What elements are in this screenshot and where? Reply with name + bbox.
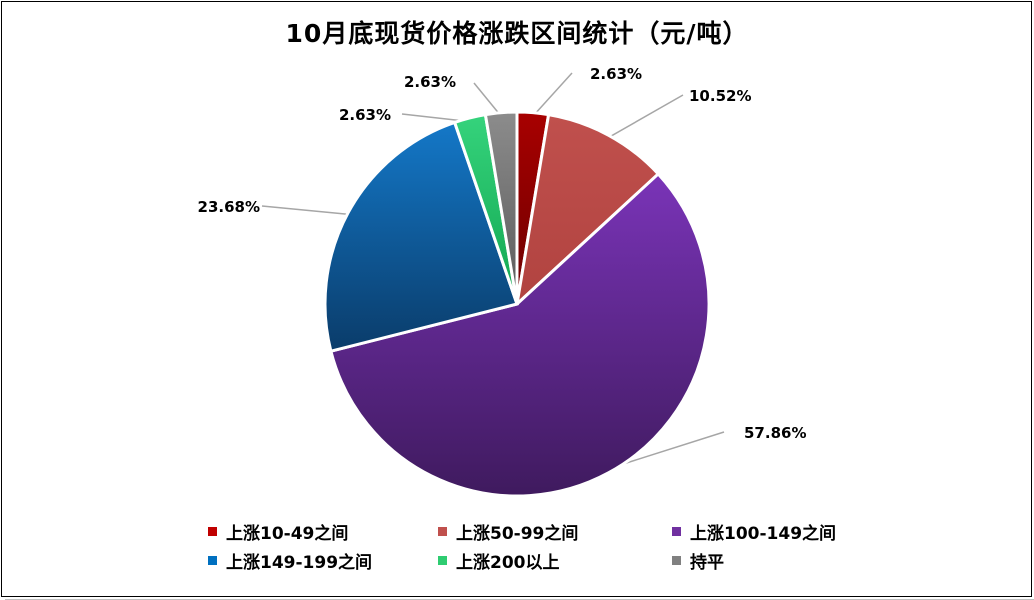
legend-item-1: 上涨10-49之间 bbox=[208, 519, 348, 544]
legend-swatch bbox=[672, 556, 681, 565]
legend-item-2: 上涨50-99之间 bbox=[438, 519, 578, 544]
data-label-6: 2.63% bbox=[404, 73, 456, 91]
leader-line-4 bbox=[261, 205, 352, 216]
pie-slice-6 bbox=[483, 110, 519, 305]
legend-label: 上涨50-99之间 bbox=[456, 524, 579, 544]
pie-slice-2 bbox=[514, 112, 661, 309]
data-labels: 2.63% 10.52% 57.86% 23.68% 2.63% 2.63% bbox=[198, 65, 807, 442]
data-label-3: 57.86% bbox=[744, 424, 806, 442]
legend-swatch bbox=[672, 527, 681, 536]
legend-item-4: 上涨149-199之间 bbox=[208, 548, 372, 573]
legend-label: 上涨100-149之间 bbox=[690, 524, 837, 544]
pie-slice-3 bbox=[329, 171, 711, 498]
data-label-1: 2.63% bbox=[590, 65, 642, 83]
pie-slices bbox=[323, 110, 711, 498]
legend-swatch bbox=[208, 527, 217, 536]
legend-label: 上涨149-199之间 bbox=[226, 553, 373, 573]
legend-label: 上涨200以上 bbox=[456, 553, 560, 573]
leader-line-2 bbox=[606, 94, 684, 140]
legend-item-5: 上涨200以上 bbox=[438, 548, 560, 573]
leader-line-6 bbox=[473, 82, 503, 118]
legend-item-3: 上涨100-149之间 bbox=[672, 519, 836, 544]
data-label-2: 10.52% bbox=[689, 87, 751, 105]
pie-slice-4 bbox=[323, 120, 519, 354]
legend-swatch bbox=[438, 556, 447, 565]
legend-swatch bbox=[438, 527, 447, 536]
data-label-4: 23.68% bbox=[198, 198, 260, 216]
data-label-5: 2.63% bbox=[339, 106, 391, 124]
legend-swatch bbox=[208, 556, 217, 565]
legend-label: 持平 bbox=[690, 553, 724, 573]
chart-title: 10月底现货价格涨跌区间统计（元/吨） bbox=[285, 19, 749, 48]
legend-item-6: 持平 bbox=[672, 548, 724, 573]
legend-label: 上涨10-49之间 bbox=[226, 524, 349, 544]
leader-line-1 bbox=[531, 72, 573, 118]
